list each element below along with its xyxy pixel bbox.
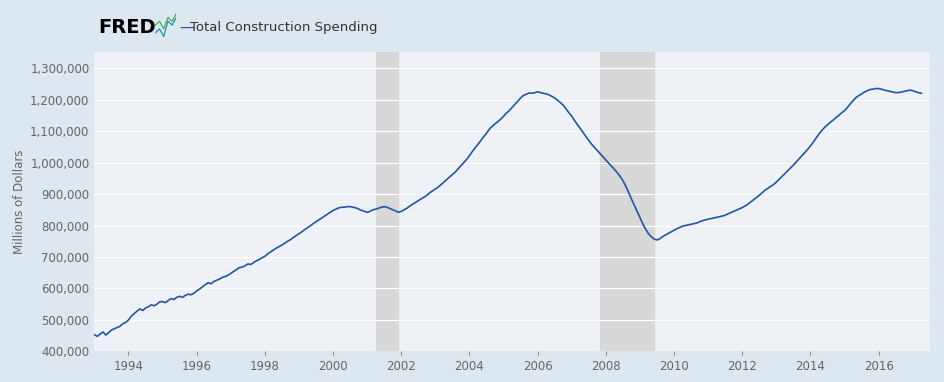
Text: Total Construction Spending: Total Construction Spending — [191, 21, 378, 34]
Bar — [376, 52, 398, 351]
Y-axis label: Millions of Dollars: Millions of Dollars — [13, 150, 26, 254]
Text: —: — — [179, 20, 194, 35]
Bar — [600, 52, 654, 351]
Text: FRED: FRED — [98, 18, 156, 37]
